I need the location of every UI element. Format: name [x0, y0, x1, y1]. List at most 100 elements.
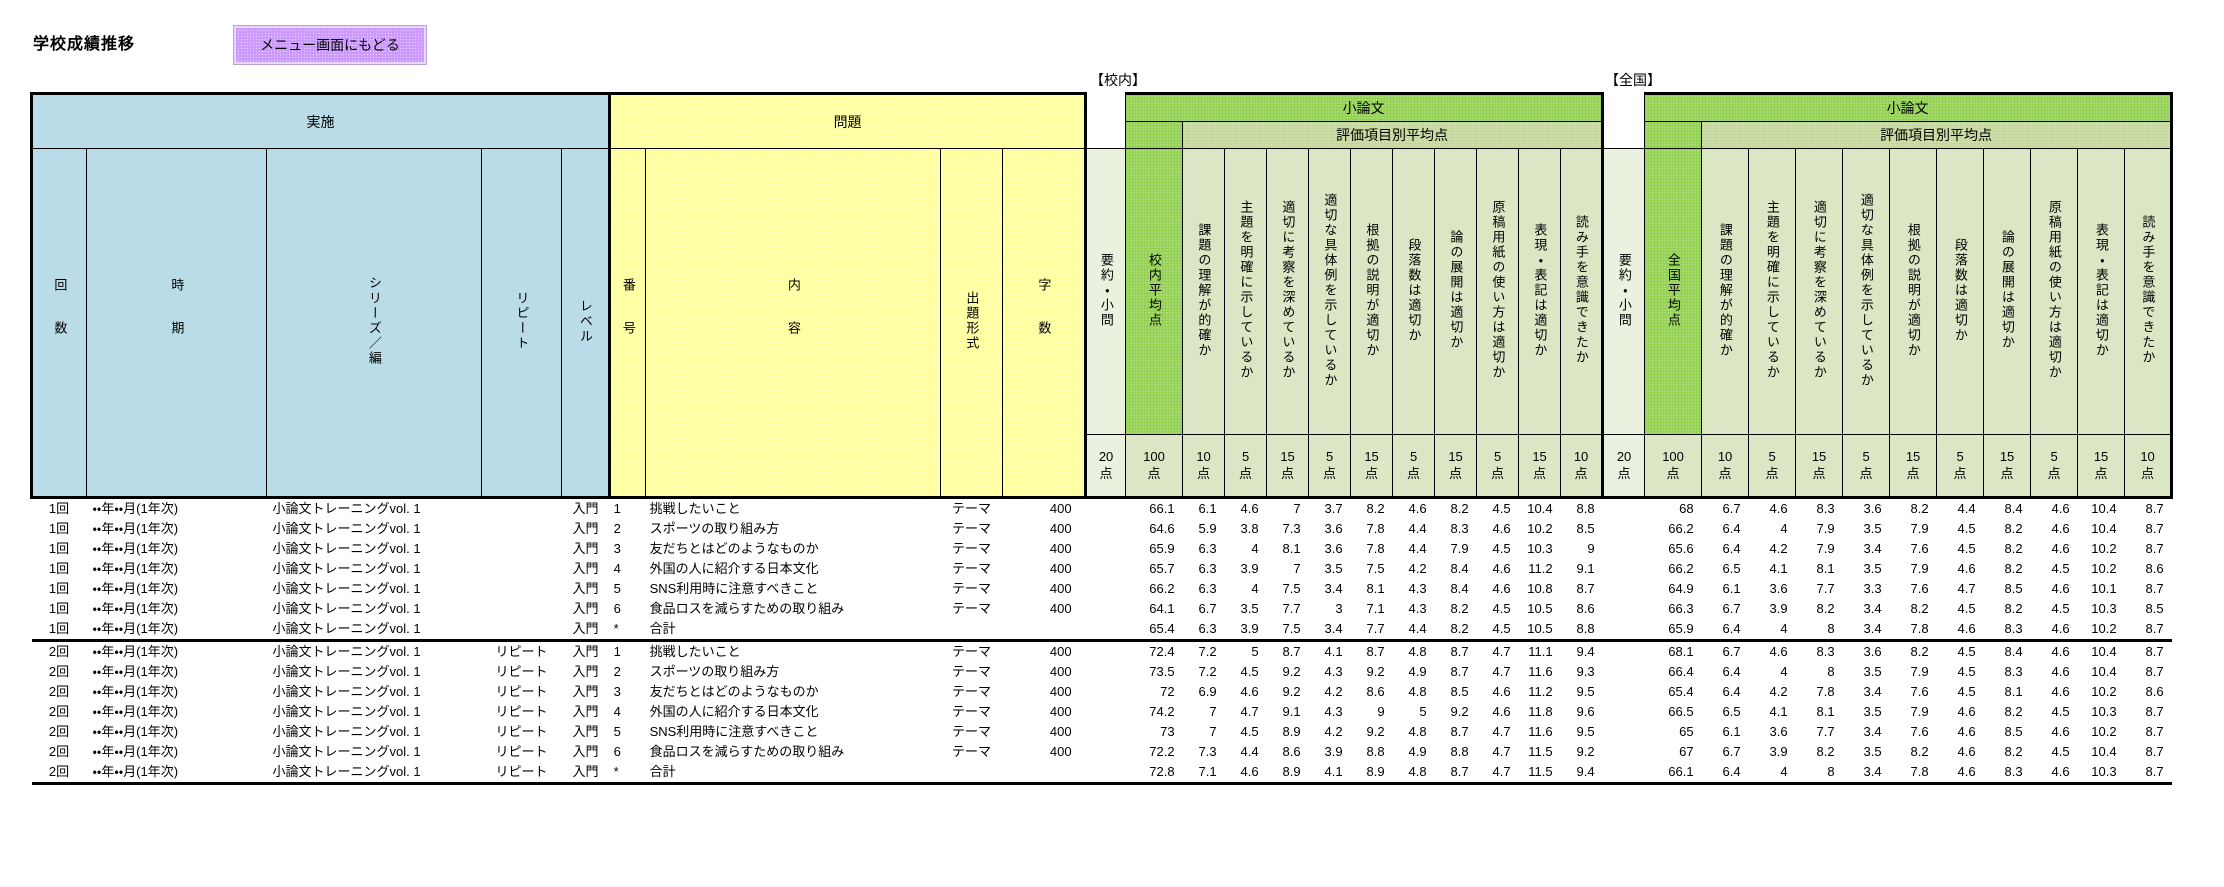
cell-naiyo: 外国の人に紹介する日本文化 [649, 704, 819, 719]
cell-jisu: 400 [1049, 601, 1072, 616]
cell-naiyo: SNS利用時に注意すべきこと [649, 581, 819, 596]
cell-school-eval-0: 7.3 [1198, 744, 1217, 759]
cell-school-eval-0: 6.9 [1198, 684, 1217, 699]
cell-school-eval-8: 10.3 [1527, 541, 1553, 556]
data-row: 2回 ・・年・・月(1年次) 小論文トレーニングvol. 1 リピート 入門 1 挑戦したい… [32, 641, 2172, 663]
points-school-eval-2: 15 点 [1266, 434, 1310, 499]
cell-school-eval-6: 8.2 [1434, 619, 1477, 642]
cell-national-eval-4: 7.6 [1910, 684, 1929, 699]
cell-national-eval-2: 8.3 [1816, 644, 1835, 659]
points-school-eval-9: 10 点 [1560, 434, 1604, 499]
cell-series: 小論文トレーニングvol. 1 [272, 644, 421, 659]
cell-school-eval-5: 4.8 [1408, 724, 1427, 739]
cell-school-eval-1: 4.4 [1240, 744, 1259, 759]
cell-school-eval-9: 9.1 [1576, 561, 1595, 576]
menu-button[interactable]: メニュー画面にもどる [233, 25, 427, 65]
cell-national-eval-7: 4.5 [2051, 601, 2070, 616]
cell-school-avg: 64.6 [1149, 521, 1175, 536]
cell-yoyaku-national [1602, 762, 1645, 785]
cell-school-avg: 72.2 [1149, 744, 1175, 759]
cell-school-eval-4: 8.8 [1366, 744, 1385, 759]
cell-school-eval-5: 4.4 [1408, 541, 1427, 556]
cell-school-eval-5: 4.3 [1408, 581, 1427, 596]
cell-school-eval-7: 4.5 [1492, 601, 1511, 616]
cell-level: 入門 [572, 724, 599, 739]
cell-keishiki: テーマ [952, 704, 992, 719]
col-header-national-eval-9: 読み手を意識できたか [2124, 148, 2174, 435]
cell-school-eval-1: 3.8 [1240, 521, 1259, 536]
cell-national-eval-3: 3.4 [1863, 601, 1882, 616]
cell-school-eval-1: 4.5 [1240, 724, 1259, 739]
cell-national-eval-8: 10.3 [2077, 762, 2125, 785]
col-header-keishiki: 出題形式 [940, 148, 1004, 499]
data-row: 1回 ・・年・・月(1年次) 小論文トレーニングvol. 1 入門 5 SNS利用時に注意… [32, 579, 2172, 599]
cell-school-eval-6: 8.7 [1450, 664, 1469, 679]
cell-national-eval-4: 8.2 [1910, 644, 1929, 659]
cell-national-eval-5: 4.6 [1957, 561, 1976, 576]
cell-kaisu: 1回 [48, 601, 70, 616]
cell-repeat: リピート [495, 684, 548, 699]
cell-school-eval-5: 4.2 [1408, 561, 1427, 576]
cell-school-eval-4: 7.1 [1366, 601, 1385, 616]
cell-national-eval-4: 7.9 [1910, 521, 1929, 536]
cell-keishiki: テーマ [952, 664, 992, 679]
col-header-national-eval-8: 表現・表記は適切か [2077, 148, 2126, 435]
cell-kaisu: 2回 [48, 684, 70, 699]
cell-national-eval-1: 4.2 [1769, 541, 1788, 556]
cell-jiki: ・・年・・月(1年次) [86, 762, 267, 785]
cell-series: 小論文トレーニングvol. 1 [272, 664, 421, 679]
section-header-eval-national: 評価項目別平均点 [1701, 121, 2174, 149]
cell-school-eval-5: 4.9 [1408, 744, 1427, 759]
cell-keishiki: テーマ [952, 744, 992, 759]
cell-jiki: ・・年・・月(1年次) [86, 619, 267, 642]
cell-school-eval-9: 9 [1587, 541, 1595, 556]
col-header-school-eval-0: 課題の理解が的確か [1182, 148, 1226, 435]
cell-national-eval-5: 4.6 [1957, 704, 1976, 719]
cell-national-eval-7: 4.5 [2051, 744, 2070, 759]
cell-national-eval-2: 8.2 [1816, 601, 1835, 616]
data-row: 2回 ・・年・・月(1年次) 小論文トレーニングvol. 1 リピート 入門 6 食品ロスを… [32, 742, 2172, 762]
points-school-eval-3: 5 点 [1308, 434, 1352, 499]
cell-repeat [482, 559, 562, 579]
cell-level: 入門 [572, 541, 599, 556]
cell-yoyaku-national [1603, 539, 1645, 559]
cell-school-eval-8: 11.6 [1528, 724, 1553, 739]
cell-yoyaku-school [1086, 682, 1126, 702]
col-header-national-eval-6: 論の展開は適切か [1983, 148, 2032, 435]
cell-school-eval-6: 8.7 [1450, 724, 1469, 739]
cell-school-eval-7: 4.7 [1492, 644, 1511, 659]
cell-school-eval-2: 7.5 [1266, 619, 1309, 642]
cell-school-eval-4: 7.5 [1366, 561, 1385, 576]
cell-national-eval-2: 7.7 [1816, 724, 1835, 739]
cell-school-eval-1: 4.6 [1240, 501, 1259, 516]
cell-repeat: リピート [495, 704, 548, 719]
cell-national-eval-6: 8.1 [2004, 684, 2023, 699]
cell-yoyaku-national [1602, 619, 1645, 642]
cell-bango: 4 [613, 561, 621, 576]
cell-national-eval-1: 4 [1748, 619, 1796, 642]
data-row: 2回 ・・年・・月(1年次) 小論文トレーニングvol. 1 リピート 入門 4 外国の人に… [32, 702, 2172, 722]
cell-repeat: リピート [495, 644, 548, 659]
cell-national-eval-6: 8.2 [2004, 704, 2023, 719]
cell-school-avg: 65.4 [1125, 619, 1183, 642]
cell-national-eval-8: 10.4 [2091, 501, 2117, 516]
cell-school-eval-9: 9.5 [1576, 724, 1595, 739]
cell-school-eval-2: 9.2 [1282, 684, 1301, 699]
cell-school-eval-1: 4 [1251, 541, 1259, 556]
cell-level: 入門 [572, 521, 599, 536]
cell-national-eval-1: 4.1 [1769, 561, 1788, 576]
col-header-school-eval-8: 表現・表記は適切か [1518, 148, 1562, 435]
cell-series: 小論文トレーニングvol. 1 [272, 704, 421, 719]
cell-repeat [482, 579, 562, 599]
cell-series: 小論文トレーニングvol. 1 [272, 501, 421, 516]
cell-national-eval-0: 6.4 [1701, 619, 1749, 642]
cell-national-eval-5: 4.6 [1936, 619, 1984, 642]
cell-national-eval-3: 3.3 [1863, 581, 1882, 596]
score-table: 実施 問題 小論文 小論文 評価項目別平均点 評価項目別平均点 回数 時期 シリ… [29, 92, 2174, 785]
cell-school-eval-4: 8.7 [1366, 644, 1385, 659]
spacer-national [1601, 93, 1646, 149]
cell-repeat: リピート [495, 664, 548, 679]
cell-national-eval-3: 3.4 [1842, 619, 1890, 642]
cell-jisu: 400 [1049, 541, 1072, 556]
cell-school-eval-3: 3.4 [1324, 581, 1343, 596]
